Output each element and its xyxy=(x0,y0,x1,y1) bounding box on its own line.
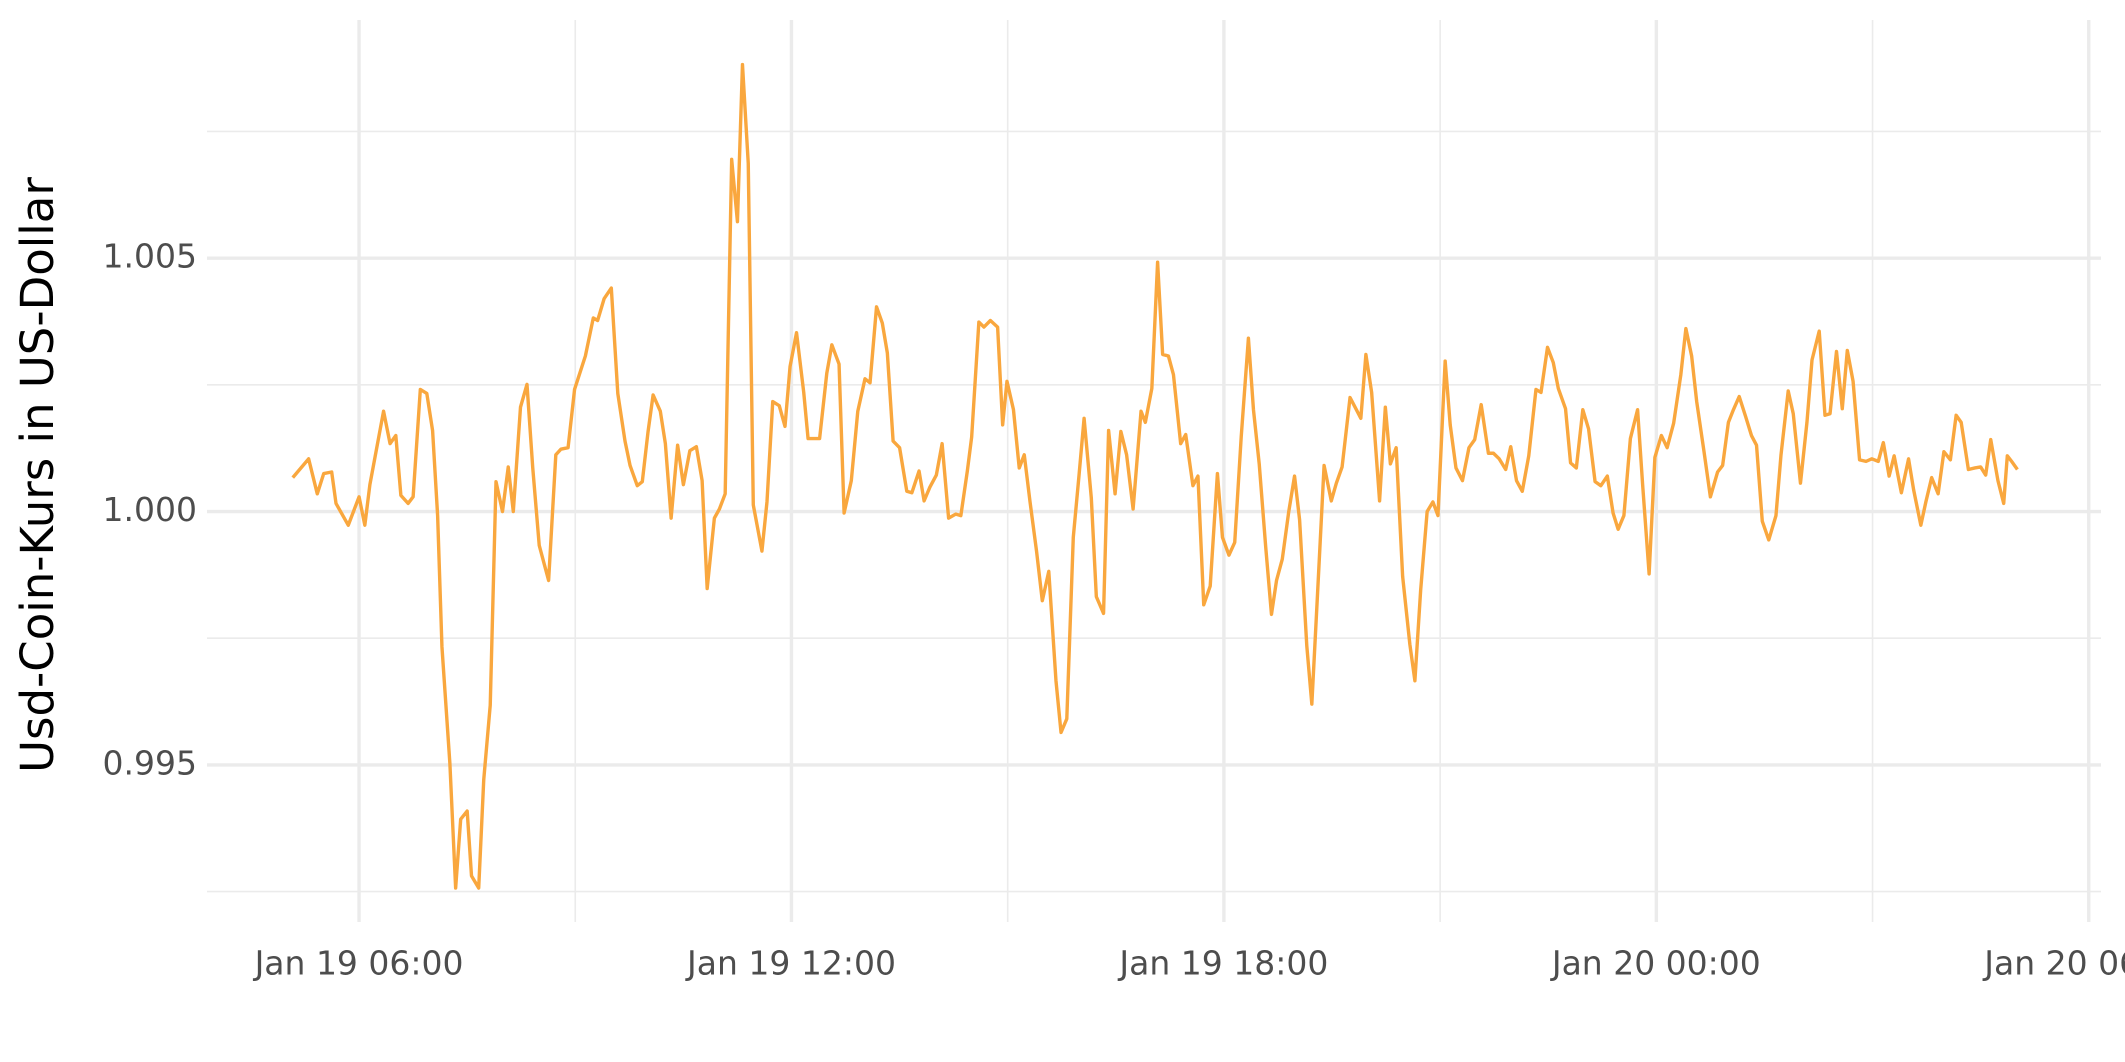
y-tick-label: 1.005 xyxy=(103,237,197,276)
price-line xyxy=(291,62,2019,890)
x-tick-label: Jan 19 12:00 xyxy=(685,944,896,983)
y-axis-title: Usd-Coin-Kurs in US-Dollar xyxy=(11,177,64,773)
x-tick-label: Jan 20 06:00 xyxy=(1982,944,2125,983)
x-tick-label: Jan 19 06:00 xyxy=(253,944,464,983)
x-tick-label: Jan 19 18:00 xyxy=(1117,944,1328,983)
y-tick-label: 0.995 xyxy=(103,743,197,782)
y-tick-label: 1.000 xyxy=(103,490,197,529)
x-tick-label: Jan 20 00:00 xyxy=(1550,944,1761,983)
